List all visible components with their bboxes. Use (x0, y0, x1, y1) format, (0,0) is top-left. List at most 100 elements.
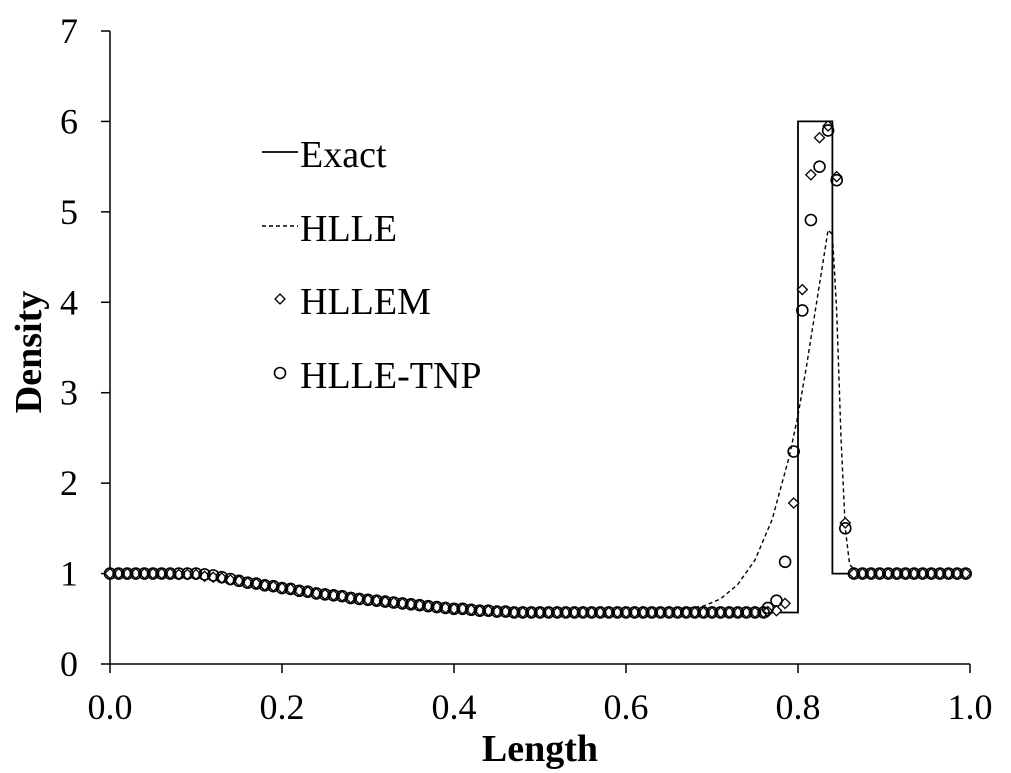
data-point-hlle-tnp (275, 581, 289, 595)
data-point-hlle-tnp (318, 588, 332, 601)
data-point-hlle-tnp (224, 572, 237, 586)
data-point-hlle-tnp (662, 606, 676, 619)
data-point-hlle-tnp (284, 582, 297, 596)
y-tick-label: 4 (60, 282, 78, 322)
data-point-hlle-tnp (585, 606, 598, 619)
data-point-hlle-tnp (722, 606, 736, 619)
data-point-hlle-tnp (482, 604, 495, 617)
data-point-hlle-tnp (679, 606, 693, 619)
data-point-hlle-tnp (138, 567, 151, 580)
data-point-hlle-tnp (103, 567, 117, 580)
data-point-hlle-tnp (533, 606, 547, 619)
data-point-hlle-tnp (129, 567, 143, 580)
data-point-hlle-tnp (421, 599, 435, 613)
data-point-hlle-tnp (628, 606, 641, 619)
legend: Exact HLLE HLLEM HLLE-TNP (262, 134, 482, 397)
data-point-hlle-tnp (430, 600, 444, 614)
data-point-hllem (787, 497, 800, 509)
data-point-hlle-tnp (933, 567, 947, 580)
data-point-hllem (804, 168, 817, 181)
y-tick-label: 3 (60, 373, 78, 413)
data-point-hlle-tnp (602, 606, 616, 619)
data-point-hlle-tnp (856, 567, 869, 580)
data-point-hlle-tnp (611, 606, 624, 619)
data-point-hlle-tnp (542, 606, 555, 619)
x-axis-title: Length (482, 728, 598, 770)
data-point-hlle-tnp (507, 606, 521, 619)
data-point-hlle-tnp (830, 173, 844, 187)
legend-item-hllem: HLLEM (274, 281, 431, 323)
data-point-hlle-tnp (770, 594, 783, 608)
x-tick-label: 1.0 (948, 687, 993, 727)
data-point-hlle-tnp (378, 595, 392, 608)
data-point-hllem (796, 283, 809, 296)
data-point-hlle-tnp (155, 567, 168, 580)
data-point-hlle-tnp (516, 606, 530, 619)
data-point-hlle-tnp (568, 606, 581, 619)
data-point-hlle-tnp (163, 567, 177, 580)
legend-item-hlle: HLLE (262, 208, 397, 250)
data-point-hlle-tnp (499, 605, 512, 618)
data-point-hlle-tnp (327, 588, 340, 602)
data-point-hlle-tnp (189, 567, 203, 580)
x-tick-label: 0.8 (776, 687, 821, 727)
data-point-hlle-tnp (740, 606, 753, 619)
data-point-hlle-tnp (924, 567, 938, 580)
data-point-hlle-tnp (550, 606, 564, 619)
data-point-hlle-tnp (950, 567, 964, 580)
data-point-hlle-tnp (748, 606, 762, 619)
data-point-hlle-tnp (671, 606, 684, 619)
series-hlle (110, 228, 970, 614)
data-point-hlle-tnp (688, 606, 702, 619)
data-point-hlle-tnp (413, 598, 426, 612)
data-point-hlle-tnp (881, 567, 895, 580)
data-point-hlle-tnp (654, 606, 667, 619)
data-point-hlle-tnp (714, 606, 727, 619)
data-point-hlle-tnp (370, 594, 383, 608)
data-point-hlle-tnp (473, 604, 487, 617)
plot-area (103, 120, 973, 619)
y-tick-label: 2 (60, 463, 78, 503)
legend-label-hllem: HLLEM (300, 281, 431, 323)
data-point-hlle-tnp (146, 567, 160, 580)
data-point-hlle-tnp (899, 567, 912, 580)
data-point-hlle-tnp (292, 584, 306, 598)
data-point-hlle-tnp (864, 567, 878, 580)
data-point-hlle-tnp (198, 568, 211, 581)
data-point-hlle-tnp (215, 570, 229, 584)
legend-label-hlle-tnp: HLLE-TNP (300, 355, 482, 397)
x-tick-label: 0.2 (260, 687, 305, 727)
data-point-hlle-tnp (206, 569, 220, 582)
series-hlle-tnp (103, 124, 973, 619)
data-point-hlle-tnp (757, 606, 770, 619)
data-point-hlle-tnp (847, 567, 861, 580)
series-line-exact (110, 120, 970, 614)
data-point-hlle-tnp (490, 605, 504, 618)
data-point-hlle-tnp (353, 592, 366, 606)
data-point-hlle-tnp (464, 603, 478, 617)
legend-item-hlle-tnp: HLLE-TNP (273, 355, 482, 397)
legend-swatch-hllem (274, 293, 286, 305)
y-axis-title: Density (8, 291, 50, 413)
data-point-hlle-tnp (795, 304, 809, 317)
legend-swatch-hlle-tnp (273, 366, 287, 380)
data-point-hlle-tnp (310, 587, 323, 600)
data-point-hlle-tnp (267, 579, 280, 593)
data-point-hlle-tnp (447, 602, 461, 616)
data-point-hllem (822, 120, 835, 132)
data-point-hlle-tnp (241, 576, 254, 589)
data-point-hlle-tnp (181, 567, 194, 580)
y-tick-label: 7 (60, 11, 78, 51)
y-tick-label: 1 (60, 554, 78, 594)
data-point-hlle-tnp (387, 596, 401, 609)
x-tick-label: 0.0 (88, 687, 133, 727)
data-point-hlle-tnp (787, 445, 801, 458)
data-point-hlle-tnp (890, 567, 904, 580)
data-point-hlle-tnp (232, 574, 246, 588)
data-point-hllem (813, 131, 826, 144)
data-point-hlle-tnp (959, 567, 973, 580)
data-point-hlle-tnp (645, 606, 659, 619)
data-point-hlle-tnp (619, 606, 633, 619)
data-point-hlle-tnp (778, 555, 792, 569)
